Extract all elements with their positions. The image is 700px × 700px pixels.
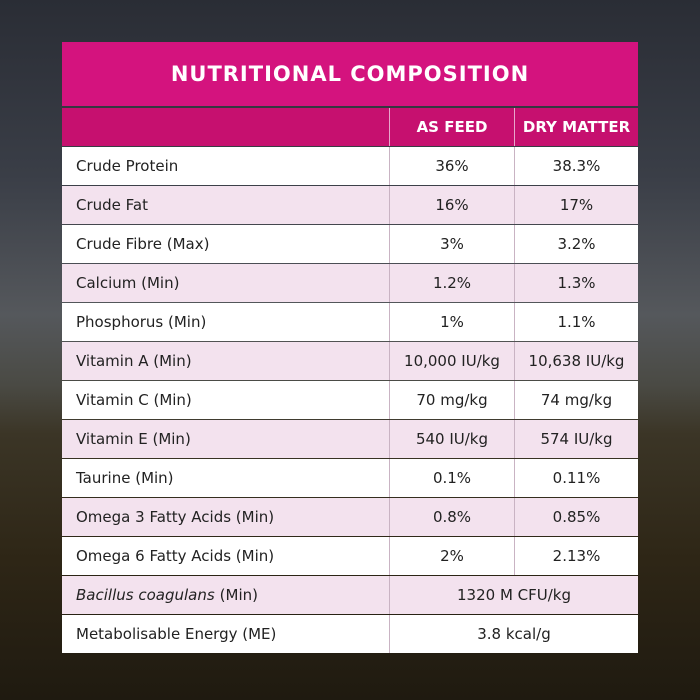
row-value: 0.11% — [515, 459, 638, 497]
row-value: 3% — [390, 225, 515, 263]
row-value: 540 IU/kg — [390, 420, 515, 458]
header-row: AS FEED DRY MATTER — [62, 108, 638, 147]
table-row: Vitamin E (Min) 540 IU/kg 574 IU/kg — [62, 420, 638, 459]
row-label-text: (Min) — [219, 586, 258, 604]
row-value: 1% — [390, 303, 515, 341]
row-value: 74 mg/kg — [515, 381, 638, 419]
row-value: 1.2% — [390, 264, 515, 302]
row-value: 3.8 kcal/g — [390, 615, 638, 653]
row-value: 0.8% — [390, 498, 515, 536]
row-label: Crude Fat — [62, 186, 390, 224]
table-row: Omega 6 Fatty Acids (Min) 2% 2.13% — [62, 537, 638, 576]
nutrition-table: NUTRITIONAL COMPOSITION AS FEED DRY MATTE… — [62, 42, 638, 653]
row-value: 2% — [390, 537, 515, 575]
row-label: Taurine (Min) — [62, 459, 390, 497]
row-label: Vitamin A (Min) — [62, 342, 390, 380]
table-row: Crude Fat 16% 17% — [62, 186, 638, 225]
row-value: 38.3% — [515, 147, 638, 185]
row-value: 2.13% — [515, 537, 638, 575]
table-row: Bacillus coagulans (Min) 1320 M CFU/kg — [62, 576, 638, 615]
row-label: Phosphorus (Min) — [62, 303, 390, 341]
table-row: Crude Fibre (Max) 3% 3.2% — [62, 225, 638, 264]
table-row: Vitamin A (Min) 10,000 IU/kg 10,638 IU/kg — [62, 342, 638, 381]
table-row: Calcium (Min) 1.2% 1.3% — [62, 264, 638, 303]
header-cell — [62, 108, 390, 146]
header-cell: AS FEED — [390, 108, 515, 146]
row-label: Metabolisable Energy (ME) — [62, 615, 390, 653]
row-label: Omega 6 Fatty Acids (Min) — [62, 537, 390, 575]
row-value: 16% — [390, 186, 515, 224]
row-value: 0.85% — [515, 498, 638, 536]
row-value: 10,638 IU/kg — [515, 342, 638, 380]
row-value: 10,000 IU/kg — [390, 342, 515, 380]
row-label: Crude Protein — [62, 147, 390, 185]
table-row: Phosphorus (Min) 1% 1.1% — [62, 303, 638, 342]
table-row: Omega 3 Fatty Acids (Min) 0.8% 0.85% — [62, 498, 638, 537]
table-row: Metabolisable Energy (ME) 3.8 kcal/g — [62, 615, 638, 654]
table-row: Crude Protein 36% 38.3% — [62, 147, 638, 186]
row-value: 3.2% — [515, 225, 638, 263]
row-label: Vitamin E (Min) — [62, 420, 390, 458]
row-label: Crude Fibre (Max) — [62, 225, 390, 263]
row-label: Vitamin C (Min) — [62, 381, 390, 419]
row-value: 17% — [515, 186, 638, 224]
row-value: 36% — [390, 147, 515, 185]
table-row: Taurine (Min) 0.1% 0.11% — [62, 459, 638, 498]
row-label: Calcium (Min) — [62, 264, 390, 302]
table-title: NUTRITIONAL COMPOSITION — [62, 42, 638, 106]
row-value: 70 mg/kg — [390, 381, 515, 419]
row-label-italic: Bacillus coagulans — [76, 586, 215, 604]
row-value: 0.1% — [390, 459, 515, 497]
row-value: 1.1% — [515, 303, 638, 341]
row-value: 574 IU/kg — [515, 420, 638, 458]
row-value: 1.3% — [515, 264, 638, 302]
row-label: Omega 3 Fatty Acids (Min) — [62, 498, 390, 536]
row-value: 1320 M CFU/kg — [390, 576, 638, 614]
table-row: Vitamin C (Min) 70 mg/kg 74 mg/kg — [62, 381, 638, 420]
row-label: Bacillus coagulans (Min) — [62, 576, 390, 614]
header-cell: DRY MATTER — [515, 108, 638, 146]
